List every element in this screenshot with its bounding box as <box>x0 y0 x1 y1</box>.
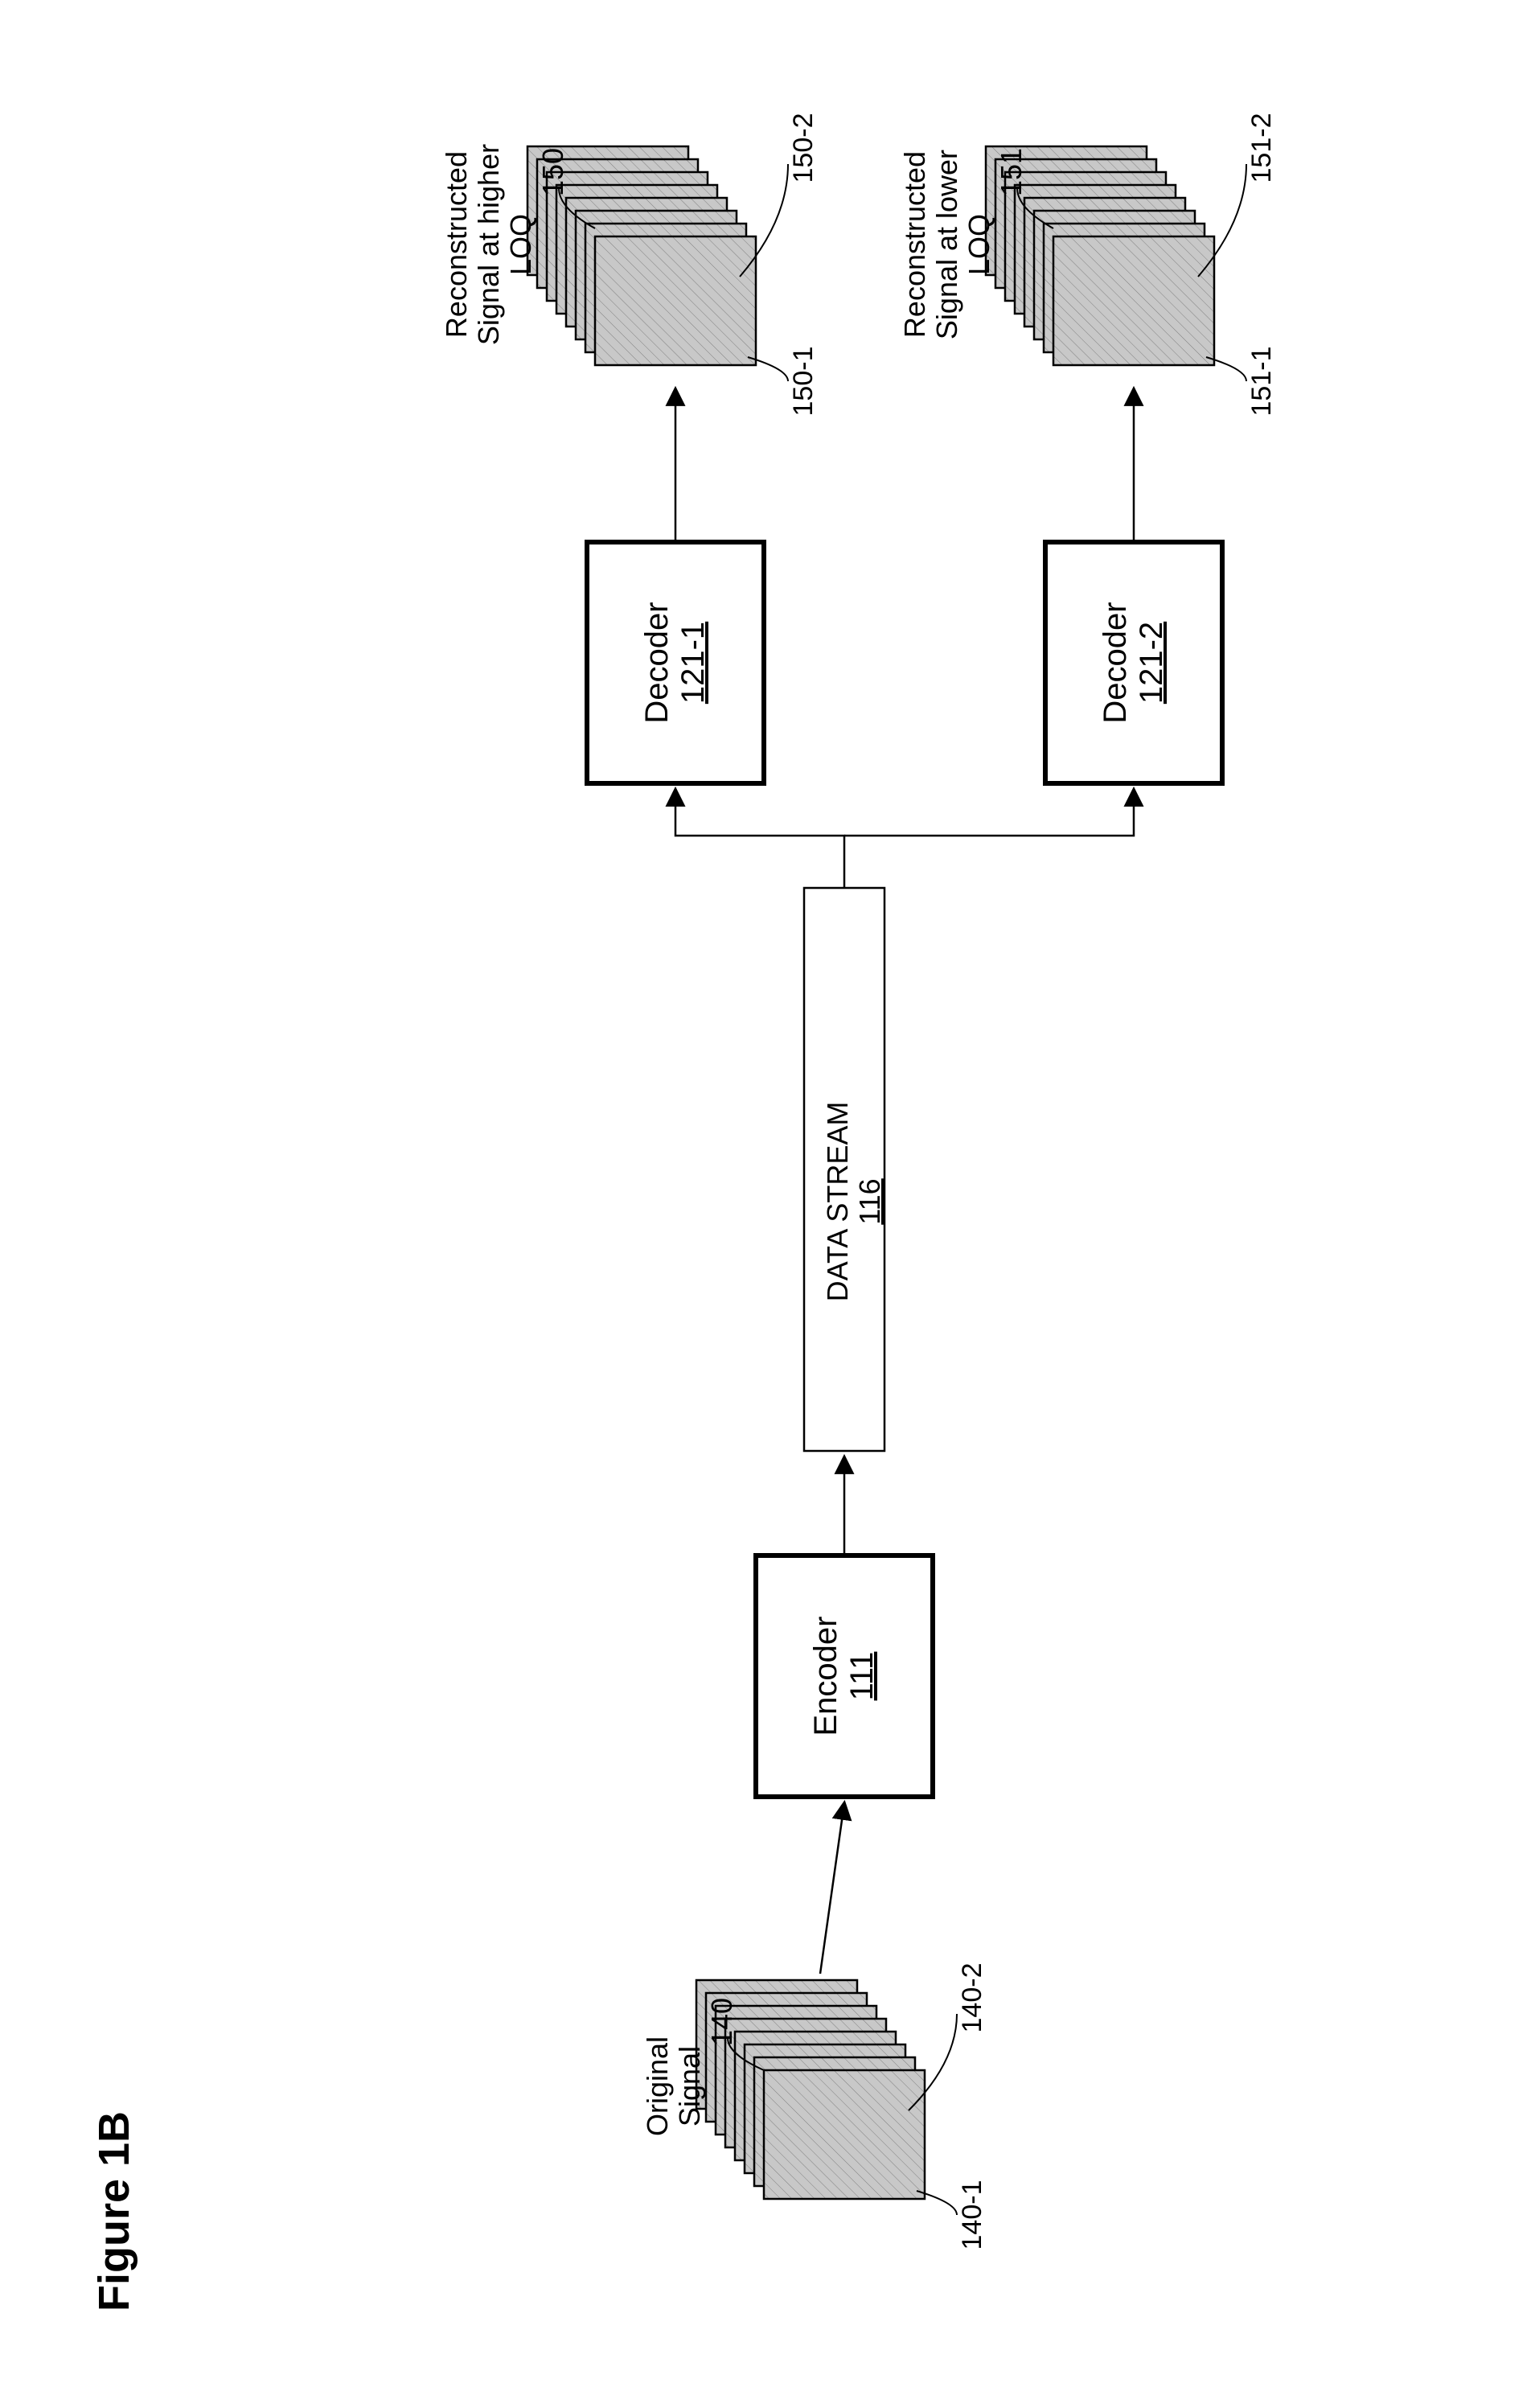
output1-ref: 150 <box>536 148 569 196</box>
encoder-ref: 111 <box>844 1652 880 1701</box>
decoder-1-ref: 121-1 <box>675 622 711 704</box>
arrow-datastream-decoder2 <box>844 790 1134 836</box>
decoder-1-label: Decoder <box>639 602 675 723</box>
datastream-label: DATA STREAM <box>821 1102 854 1302</box>
output2-frame-ref-2: 151-2 <box>1246 113 1277 183</box>
decoder-2-ref: 121-2 <box>1134 622 1169 704</box>
output2-frame-ref-1: 151-1 <box>1246 347 1277 417</box>
arrow-datastream-decoder1 <box>675 790 844 888</box>
figure-title: Figure 1B <box>90 2111 138 2311</box>
arrow-input-encoder <box>820 1803 844 1974</box>
output2-label-1: Reconstructed <box>898 151 931 338</box>
datastream-ref: 116 <box>853 1178 886 1224</box>
output2-ref: 151 <box>995 148 1028 196</box>
output1-label-2: Signal at higher <box>472 144 505 345</box>
original-signal-label-1: Original <box>641 2036 674 2136</box>
original-signal-ref: 140 <box>705 1998 738 2046</box>
output1-frame-ref-2: 150-2 <box>788 113 819 183</box>
output1-frame-ref-1: 150-1 <box>788 347 819 417</box>
original-signal-frame-ref-1: 140-1 <box>957 2180 987 2250</box>
output1-label-3: LOQ <box>504 214 537 275</box>
original-signal-label-2: Signal <box>673 2046 706 2127</box>
output2-label-3: LOQ <box>962 214 995 275</box>
decoder-2-label: Decoder <box>1098 602 1133 723</box>
original-signal-frame-ref-2: 140-2 <box>957 1963 987 2033</box>
encoder-label: Encoder <box>808 1617 843 1736</box>
output2-label-2: Signal at lower <box>930 150 963 339</box>
output1-label-1: Reconstructed <box>440 151 473 338</box>
